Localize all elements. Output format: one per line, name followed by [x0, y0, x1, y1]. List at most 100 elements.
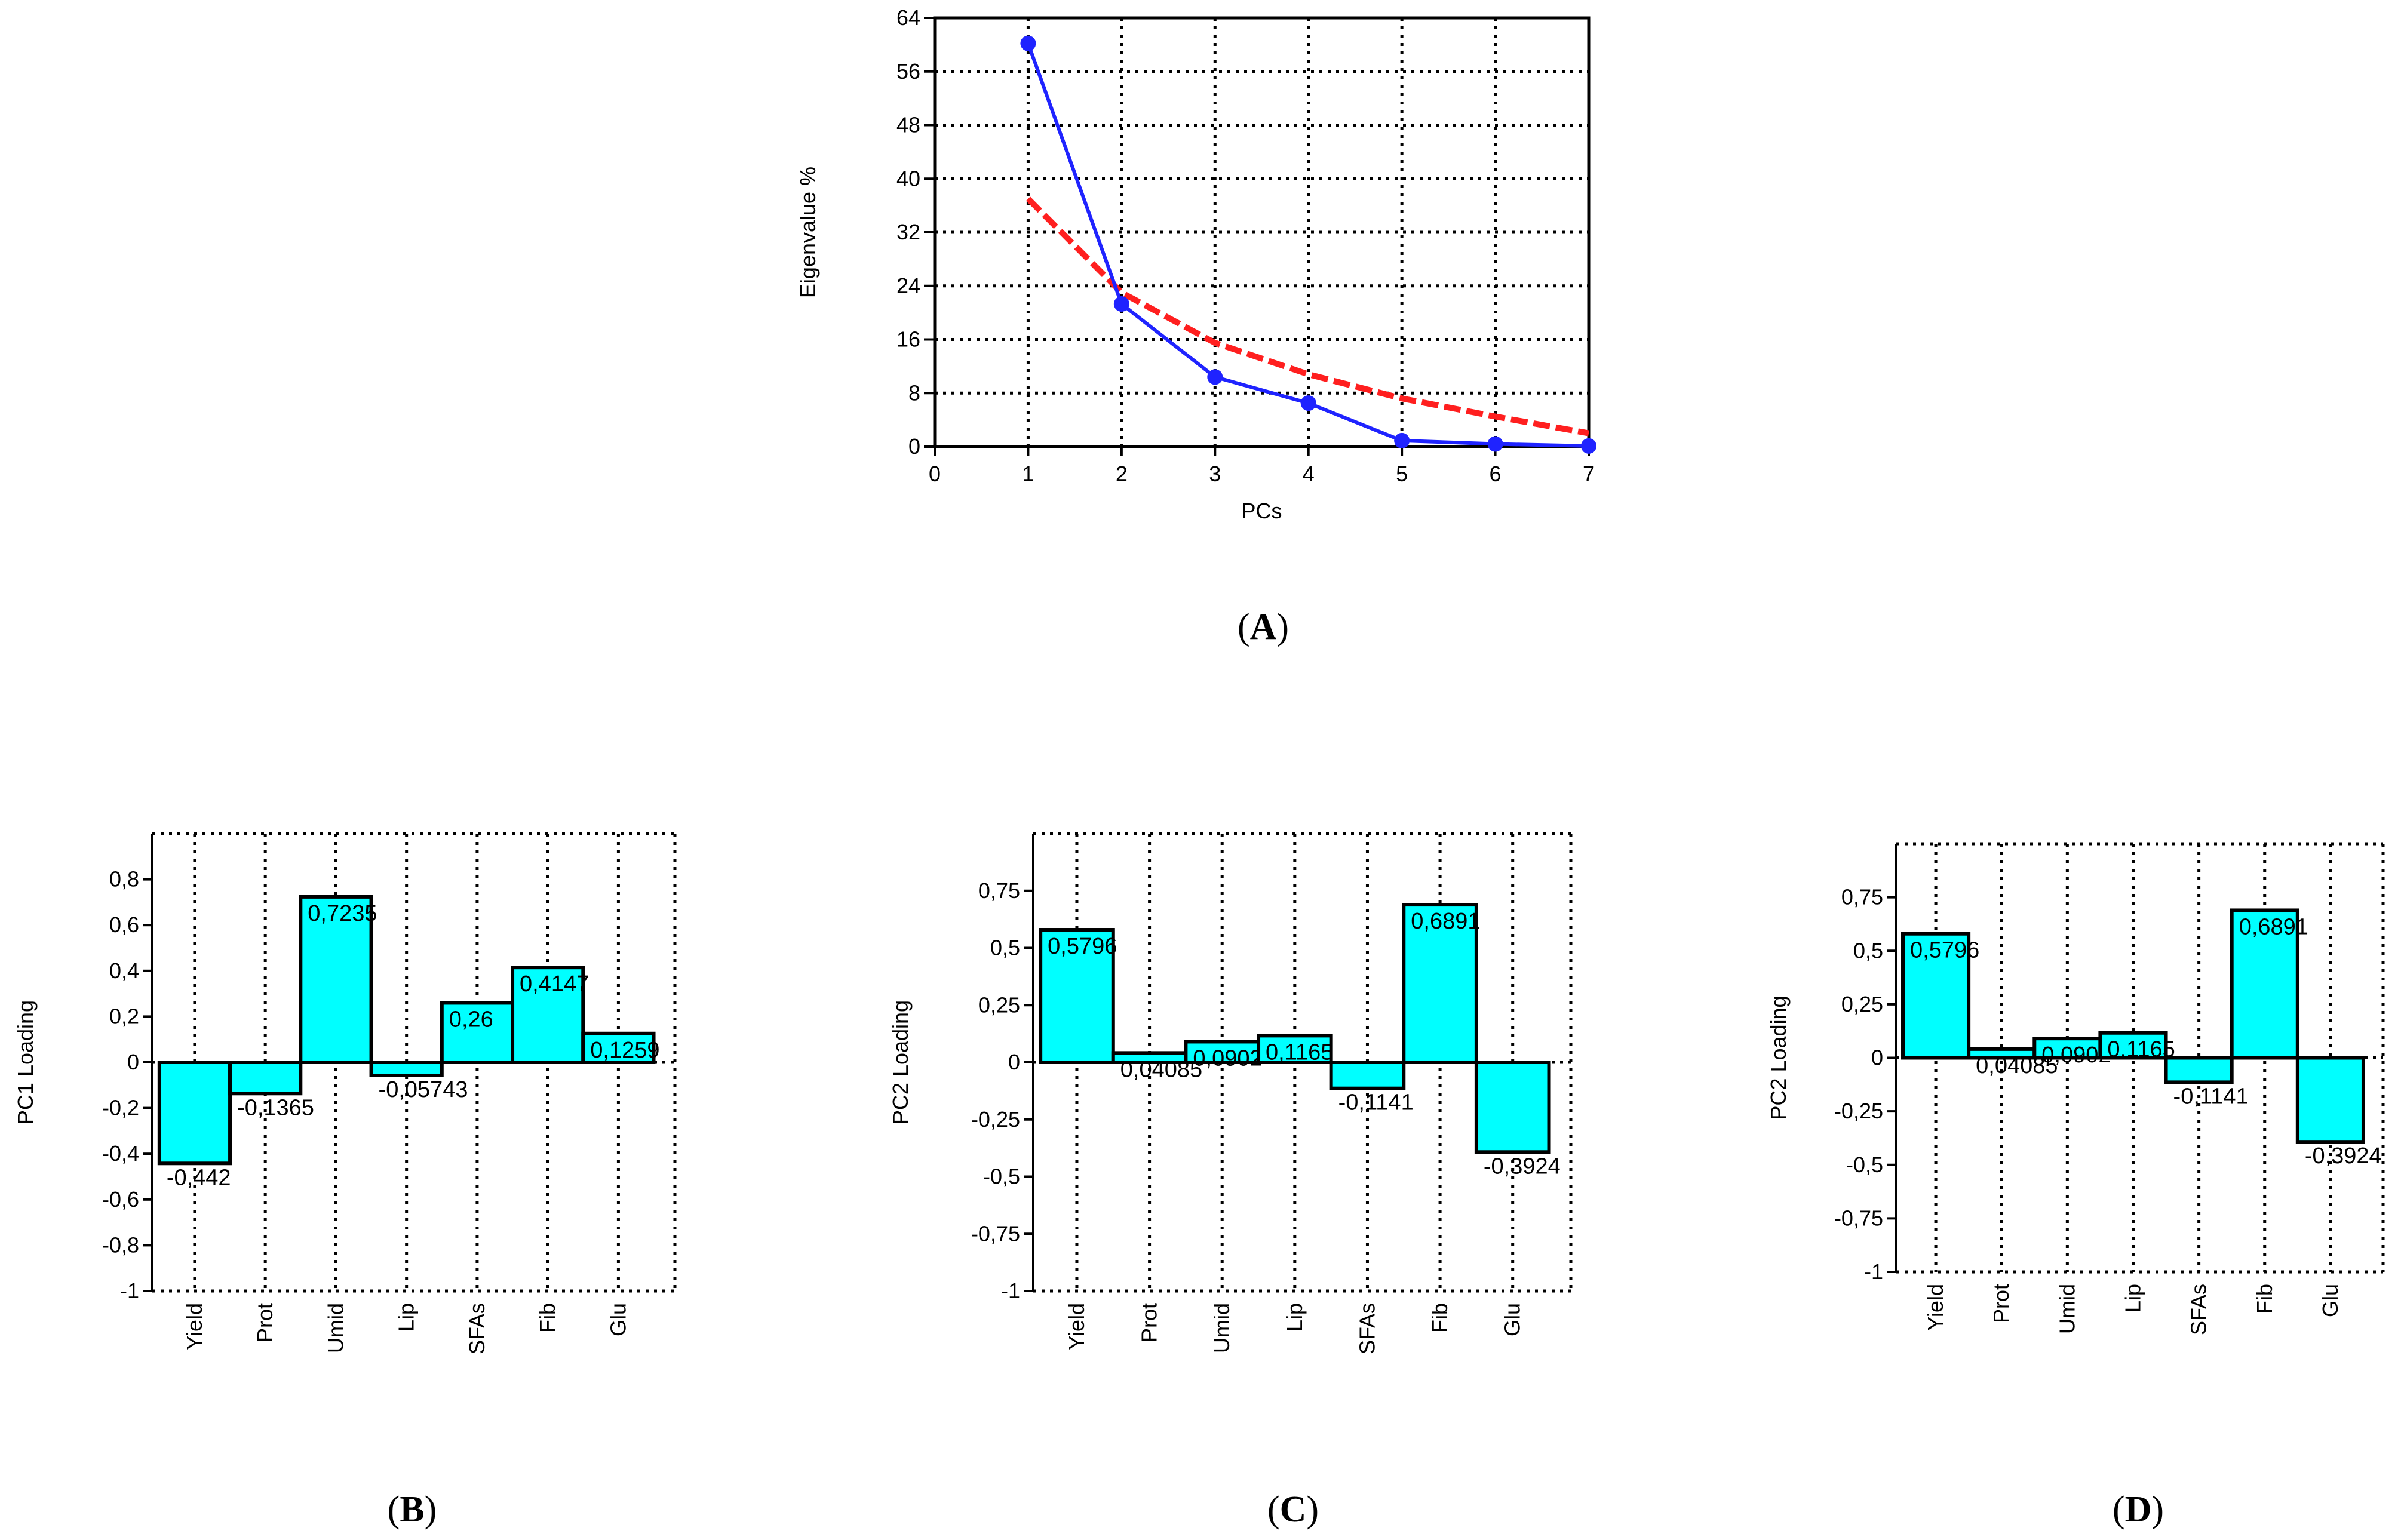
x-tick-label: 2 — [1116, 462, 1128, 486]
bar-lip — [2098, 1031, 2168, 1060]
bar-yield — [1039, 928, 1115, 1064]
bar-prot — [228, 1061, 303, 1096]
eigenvalue-marker — [1394, 432, 1410, 448]
y-tick-label: 0,75 — [978, 878, 1020, 903]
bar-yield — [1901, 932, 1971, 1060]
x-category-label: Yield — [1923, 1284, 1948, 1331]
bar-lip — [1257, 1034, 1333, 1064]
bar-sfas — [440, 1001, 515, 1065]
x-category-label: Umid — [2055, 1284, 2079, 1334]
broken-stick-line — [1025, 196, 1589, 437]
caption-close: ) — [2151, 1489, 2164, 1530]
caption-letter: C — [1280, 1489, 1307, 1530]
caption-letter: D — [2125, 1489, 2152, 1530]
y-tick-label: 8 — [908, 380, 920, 405]
x-category-label: Yield — [1064, 1303, 1089, 1350]
bar-fib — [1402, 903, 1478, 1064]
bar-fib — [2230, 908, 2299, 1060]
y-tick-label: 0 — [127, 1050, 139, 1074]
bar-value-label: 0,4147 — [520, 972, 589, 997]
bar-value-label: -0,3924 — [2305, 1144, 2382, 1169]
bar-umid — [299, 895, 373, 1065]
bar-value-label: -0,05743 — [379, 1077, 468, 1102]
bar-value-label: 0,1165 — [2107, 1037, 2175, 1062]
eigenvalue-marker — [1207, 369, 1223, 385]
y-tick-label: -0,8 — [102, 1232, 139, 1257]
y-tick-label: -0,25 — [1834, 1099, 1883, 1123]
caption-letter: B — [400, 1489, 424, 1530]
bar-sfas — [1329, 1061, 1406, 1090]
x-category-label: SFAs — [1355, 1303, 1379, 1354]
x-category-label: SFAs — [465, 1303, 489, 1354]
caption-close: ) — [425, 1489, 437, 1530]
y-tick-label: 40 — [896, 166, 920, 190]
y-axis-label: PC2 Loading — [1766, 995, 1791, 1120]
y-tick-label: 24 — [896, 273, 920, 298]
bar-value-label: -0,442 — [167, 1165, 231, 1190]
bar-glu — [1474, 1061, 1551, 1154]
eigenvalue-marker — [1581, 438, 1596, 454]
y-tick-label: -0,25 — [971, 1107, 1020, 1132]
x-category-label: Yield — [182, 1303, 207, 1350]
x-category-label: Umid — [1209, 1303, 1234, 1353]
y-tick-label: 0,75 — [1841, 885, 1883, 909]
bar-value-label: 0,5796 — [1048, 934, 1117, 959]
bar-glu — [2295, 1056, 2365, 1144]
y-axis-label: Eigenvalue % — [796, 167, 820, 298]
panel-c-caption: (C) — [1267, 1489, 1319, 1530]
y-tick-label: 56 — [896, 59, 920, 84]
panel-d-caption: (D) — [2113, 1489, 2164, 1530]
x-category-label: Glu — [1500, 1303, 1525, 1336]
bar-value-label: -0,1365 — [237, 1095, 314, 1120]
x-category-label: Prot — [253, 1303, 277, 1342]
x-category-label: Glu — [606, 1303, 630, 1336]
x-tick-label: 6 — [1490, 462, 1502, 486]
panel-b-caption: (B) — [388, 1489, 437, 1530]
x-category-label: Lip — [1282, 1303, 1307, 1332]
y-tick-label: 48 — [896, 113, 920, 137]
caption-open: ( — [1267, 1489, 1280, 1530]
caption-close: ) — [1306, 1489, 1319, 1530]
x-category-label: Prot — [1989, 1284, 2013, 1323]
y-tick-label: 0,5 — [1853, 938, 1883, 963]
y-tick-label: -0,5 — [1846, 1152, 1883, 1177]
bar-value-label: 0,1259 — [590, 1038, 659, 1063]
y-tick-label: 32 — [896, 220, 920, 244]
y-tick-label: 0,5 — [990, 936, 1020, 960]
bar-value-label: 0,1165 — [1266, 1040, 1333, 1065]
y-tick-label: 0,25 — [978, 992, 1020, 1017]
eigenvalue-marker — [1487, 436, 1503, 452]
pc2-loading-panel-d: -1-0,75-0,5-0,2500,250,50,750,57960,0408… — [1766, 842, 2385, 1530]
bar-lip — [369, 1061, 444, 1077]
x-category-label: Fib — [2252, 1284, 2277, 1314]
caption-open: ( — [1238, 607, 1250, 647]
x-category-label: Fib — [1427, 1303, 1452, 1333]
bar-value-label: 0,6891 — [1411, 909, 1480, 934]
x-category-label: Lip — [2120, 1284, 2145, 1312]
eigenvalue-marker — [1020, 35, 1036, 51]
x-tick-label: 0 — [929, 462, 941, 486]
caption-letter: A — [1250, 607, 1277, 647]
eigenvalue-marker — [1300, 395, 1316, 411]
y-tick-label: 64 — [896, 5, 920, 30]
y-tick-label: -0,6 — [102, 1187, 139, 1212]
y-tick-label: 0 — [908, 434, 920, 459]
x-category-label: Umid — [323, 1303, 348, 1353]
x-category-label: Glu — [2318, 1284, 2342, 1317]
pc1-loading-panel-b: -1 -0,8 -0,6 -0,4 -0,2 0 0,2 0,4 0,6 0,8 -0,442 -0,… — [13, 832, 677, 1530]
bar-value-label: 0,6891 — [2239, 914, 2308, 939]
y-tick-label: 0,4 — [109, 958, 139, 983]
bar-value-label: 0,7235 — [308, 901, 377, 926]
x-tick-label: 5 — [1396, 462, 1408, 486]
pc2-loading-panel-c: -1-0,75-0,5-0,2500,250,50,750,57960,0408… — [888, 832, 1573, 1530]
caption-open: ( — [2113, 1489, 2125, 1530]
y-tick-label: -1 — [1001, 1278, 1020, 1303]
y-tick-label: -1 — [1864, 1259, 1883, 1284]
bar-umid — [1184, 1040, 1261, 1064]
y-axis-label: PC2 Loading — [888, 1000, 913, 1124]
bar-fib — [511, 966, 585, 1065]
x-tick-label: 3 — [1209, 462, 1221, 486]
bar-value-label: -0,1141 — [1338, 1090, 1414, 1115]
